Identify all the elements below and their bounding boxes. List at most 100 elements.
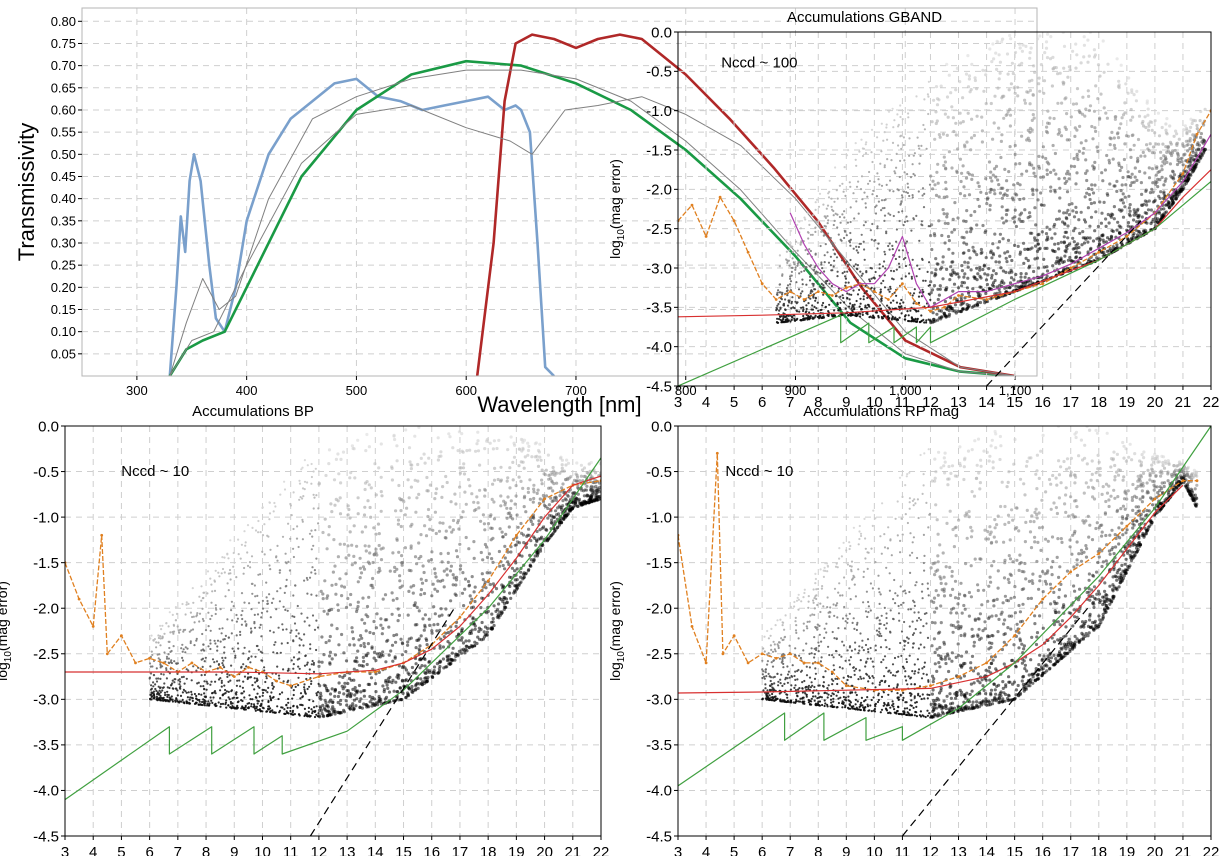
data-point xyxy=(379,617,383,621)
data-point xyxy=(909,176,913,179)
data-point xyxy=(1030,128,1034,132)
data-point xyxy=(337,681,341,685)
data-point xyxy=(1042,91,1046,95)
data-point xyxy=(475,495,479,499)
data-point xyxy=(805,307,808,311)
data-point xyxy=(1045,160,1049,164)
data-point xyxy=(988,47,992,51)
data-point xyxy=(240,614,243,617)
data-point xyxy=(1091,239,1096,243)
data-point xyxy=(985,282,990,287)
data-point xyxy=(945,212,949,216)
data-point xyxy=(438,646,442,650)
data-point xyxy=(1083,220,1088,224)
data-point xyxy=(221,656,224,660)
data-point xyxy=(435,589,440,593)
data-point xyxy=(267,686,270,690)
data-point xyxy=(246,524,250,527)
data-point xyxy=(915,214,918,217)
data-point xyxy=(870,128,874,131)
plot-frame xyxy=(81,7,1038,377)
data-point xyxy=(219,705,222,708)
data-point xyxy=(406,643,410,647)
data-point xyxy=(243,708,246,711)
data-point xyxy=(1084,171,1088,175)
data-point xyxy=(1095,256,1099,260)
data-point xyxy=(809,264,813,267)
data-point xyxy=(231,647,234,650)
data-point xyxy=(1086,240,1090,244)
data-point xyxy=(540,478,544,482)
data-point xyxy=(1106,212,1110,217)
data-point xyxy=(955,66,960,70)
data-point xyxy=(923,128,927,131)
data-point xyxy=(438,521,442,525)
data-point xyxy=(161,689,164,692)
data-point xyxy=(791,250,794,254)
data-point xyxy=(293,615,296,619)
data-point xyxy=(898,175,901,179)
data-point xyxy=(878,304,882,307)
data-point xyxy=(1119,189,1123,193)
data-point xyxy=(217,701,220,704)
data-point xyxy=(1181,163,1185,167)
data-point xyxy=(929,319,932,322)
data-point xyxy=(275,608,278,611)
data-point xyxy=(224,656,227,660)
data-point xyxy=(265,596,268,599)
data-point xyxy=(841,272,844,275)
data-point xyxy=(1172,173,1177,177)
data-point xyxy=(222,664,225,667)
data-point xyxy=(814,219,817,223)
data-point xyxy=(888,248,891,251)
data-point xyxy=(945,286,949,290)
data-point xyxy=(942,311,947,315)
data-point xyxy=(1074,42,1078,46)
data-point xyxy=(1145,203,1149,207)
data-point xyxy=(990,60,994,64)
data-point xyxy=(587,462,591,466)
data-point xyxy=(1120,208,1124,212)
data-point xyxy=(506,476,510,480)
plot-frame xyxy=(677,31,1212,387)
data-point xyxy=(910,316,913,319)
data-point xyxy=(497,438,501,442)
data-point xyxy=(464,535,468,540)
data-point xyxy=(1125,228,1129,232)
data-point xyxy=(227,696,230,699)
data-point xyxy=(889,213,892,216)
data-point xyxy=(358,576,362,580)
y-tick-label: 0.25 xyxy=(51,258,76,273)
data-point xyxy=(239,685,242,688)
data-point xyxy=(975,114,979,118)
data-point xyxy=(886,158,889,161)
data-point xyxy=(374,493,378,497)
data-point xyxy=(225,690,228,693)
data-point xyxy=(1154,173,1158,177)
data-point xyxy=(257,601,260,604)
data-point xyxy=(1203,107,1207,111)
data-point xyxy=(440,560,444,564)
data-point xyxy=(276,559,279,562)
data-point xyxy=(1005,286,1009,290)
data-point xyxy=(1014,162,1018,166)
data-point xyxy=(283,712,286,715)
data-point xyxy=(460,636,464,640)
data-point xyxy=(383,618,387,622)
data-point xyxy=(213,661,216,664)
data-point xyxy=(526,569,531,573)
data-point xyxy=(275,555,278,558)
data-point xyxy=(871,297,874,300)
data-point xyxy=(1195,123,1199,128)
data-point xyxy=(263,666,266,669)
data-point xyxy=(161,636,164,639)
data-point xyxy=(387,653,391,657)
data-point xyxy=(268,593,271,596)
data-point xyxy=(926,93,930,96)
data-point xyxy=(1104,111,1108,115)
data-point xyxy=(861,154,865,158)
data-point xyxy=(922,318,925,321)
data-point xyxy=(1082,43,1086,47)
data-point xyxy=(998,71,1002,75)
data-point xyxy=(350,543,354,547)
